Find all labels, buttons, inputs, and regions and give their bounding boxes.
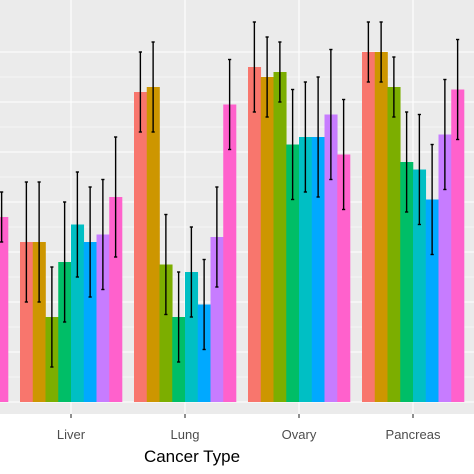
bar xyxy=(223,104,237,402)
bar xyxy=(185,272,199,402)
bar xyxy=(109,197,123,402)
bar xyxy=(286,144,300,402)
bar xyxy=(146,87,160,402)
x-tick-label: Ovary xyxy=(282,427,317,442)
bar xyxy=(159,264,173,402)
x-axis: Liver Lung Ovary Pancreas xyxy=(57,414,441,442)
bar xyxy=(413,169,427,402)
bar xyxy=(96,234,110,402)
bar xyxy=(387,87,401,402)
bars xyxy=(0,52,465,402)
bar xyxy=(32,242,46,402)
bar xyxy=(260,77,274,402)
error-bars xyxy=(0,21,460,368)
bar xyxy=(248,67,262,402)
bar xyxy=(337,154,351,402)
bar xyxy=(20,242,34,402)
bar xyxy=(299,137,313,402)
bar xyxy=(273,72,287,402)
bar xyxy=(438,134,452,402)
bar xyxy=(0,217,9,402)
bar xyxy=(400,162,414,402)
bar xyxy=(311,137,325,402)
x-axis-title: Cancer Type xyxy=(144,447,240,466)
bar xyxy=(425,199,439,402)
x-tick-label: Liver xyxy=(57,427,86,442)
bar xyxy=(451,89,465,402)
bar xyxy=(197,304,211,402)
bar xyxy=(324,114,338,402)
bar xyxy=(71,224,85,402)
bar xyxy=(134,92,148,402)
x-tick-label: Lung xyxy=(171,427,200,442)
bar xyxy=(83,242,97,402)
x-tick-label: Pancreas xyxy=(386,427,441,442)
bar xyxy=(374,52,388,402)
bar xyxy=(362,52,376,402)
bar xyxy=(210,237,224,402)
bar xyxy=(58,262,72,402)
